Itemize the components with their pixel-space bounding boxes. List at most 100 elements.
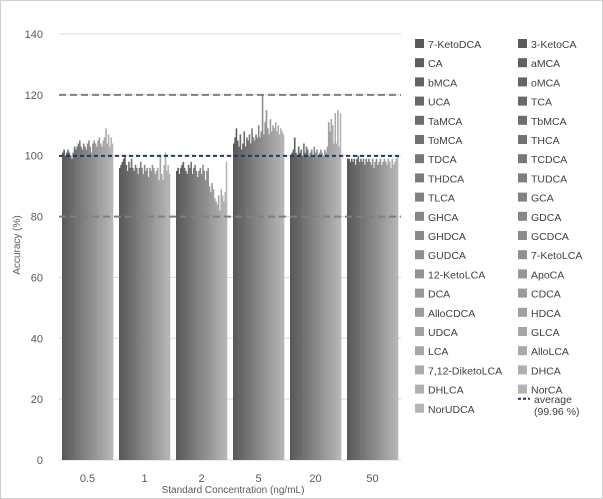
bar — [299, 152, 301, 460]
bar — [387, 158, 390, 460]
bar — [139, 161, 142, 461]
bar — [75, 149, 77, 460]
legend-swatch — [518, 58, 527, 68]
bar — [168, 173, 171, 460]
legend-label: GLCA — [531, 327, 560, 339]
legend-swatch — [518, 346, 527, 356]
bar — [272, 125, 274, 461]
bar — [158, 180, 160, 461]
bar — [331, 125, 334, 461]
legend-label: GHCA — [428, 212, 458, 224]
bar — [257, 125, 260, 461]
legend-label: GCA — [531, 193, 554, 205]
bar — [160, 173, 163, 460]
bar — [268, 134, 270, 460]
bar — [250, 143, 252, 461]
bar — [296, 155, 299, 460]
bar — [235, 128, 238, 461]
bar — [99, 143, 102, 461]
bar — [381, 164, 383, 461]
bar — [150, 170, 152, 460]
legend-swatch — [415, 384, 424, 394]
bar — [270, 131, 273, 460]
bar — [338, 146, 340, 461]
legend-label: 3-KetoCA — [531, 39, 577, 51]
bar — [259, 137, 261, 460]
bar — [216, 204, 219, 460]
bar — [212, 189, 215, 460]
bar — [199, 167, 202, 460]
bar — [65, 152, 68, 460]
bar — [124, 155, 126, 460]
bar — [242, 143, 244, 461]
bar — [132, 167, 134, 460]
bar — [277, 125, 280, 461]
bar — [265, 110, 268, 461]
legend-swatch — [518, 288, 527, 298]
bar — [119, 167, 121, 460]
bar — [177, 167, 179, 460]
bar — [352, 161, 354, 461]
bar — [151, 164, 154, 461]
bar — [163, 164, 166, 461]
bar — [84, 146, 86, 461]
legend-swatch — [518, 173, 527, 183]
legend-label: 7,12-DiketoLCA — [428, 365, 502, 377]
legend-label: TbMCA — [531, 116, 567, 128]
bar — [303, 143, 305, 461]
bar — [318, 152, 321, 460]
bar — [166, 170, 168, 460]
bar — [320, 149, 322, 460]
y-tick-label: 120 — [25, 90, 43, 102]
bar — [269, 119, 272, 460]
legend-swatch — [518, 365, 527, 375]
bar — [313, 146, 316, 461]
bar — [280, 128, 282, 461]
legend-swatch — [518, 269, 527, 279]
legend-swatch — [415, 403, 424, 413]
bar — [348, 158, 350, 460]
bar — [125, 164, 128, 461]
bar — [392, 164, 395, 461]
bar — [82, 143, 85, 461]
y-tick-label: 40 — [31, 333, 43, 345]
bar — [167, 164, 169, 461]
legend-label: aMCA — [531, 58, 560, 70]
bar — [183, 167, 186, 460]
legend: 7-KetoDCA 3-KetoCA CA aMCA bMCA oMCA UCA TCA TaM… — [415, 39, 582, 418]
bar — [263, 134, 265, 460]
bar — [256, 137, 259, 460]
bar — [369, 161, 371, 461]
legend-swatch — [518, 384, 527, 394]
bar — [72, 152, 75, 460]
bar — [281, 131, 283, 460]
bar — [145, 170, 147, 460]
legend-average-label: average (99.96 %) — [534, 394, 580, 418]
bar — [215, 201, 217, 460]
bar — [187, 164, 190, 461]
legend-label: DHLCA — [428, 385, 464, 397]
bar — [297, 146, 300, 461]
legend-swatch — [415, 192, 424, 202]
bar — [356, 158, 358, 460]
y-tick-label: 100 — [25, 151, 43, 163]
bar — [252, 137, 255, 460]
bar — [312, 155, 314, 460]
bar — [204, 180, 207, 461]
bar — [120, 164, 122, 461]
bar — [143, 164, 146, 461]
bar — [81, 149, 84, 460]
bar — [121, 161, 124, 461]
bar — [373, 167, 375, 460]
bar — [354, 164, 357, 461]
y-tick-label: 140 — [25, 29, 43, 41]
bar — [274, 122, 277, 460]
bar — [128, 161, 130, 461]
bar — [164, 152, 167, 460]
bar — [390, 167, 392, 460]
bar — [386, 164, 388, 461]
y-axis-title: Accuracy (%) — [12, 215, 23, 274]
bar — [86, 143, 89, 461]
bar — [134, 164, 137, 461]
